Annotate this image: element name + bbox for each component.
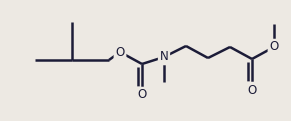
Text: N: N: [160, 50, 168, 64]
Text: O: O: [115, 45, 125, 58]
Text: O: O: [247, 83, 257, 97]
Text: O: O: [269, 41, 278, 53]
Text: O: O: [137, 88, 147, 102]
